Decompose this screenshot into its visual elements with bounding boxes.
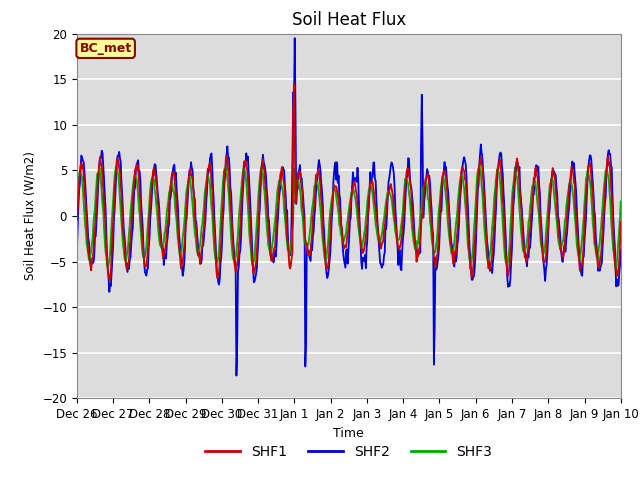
SHF1 [195,253,202,259]
SHF3 [83,240,90,246]
SHF3 [223,168,230,174]
SHF3 [73,203,81,208]
SHF1 [83,221,90,227]
SHF2 [223,151,230,157]
Legend: SHF1, SHF2, SHF3: SHF1, SHF2, SHF3 [200,439,498,465]
SHF1 [140,248,147,254]
SHF3 [431,249,438,255]
SHF2 [194,241,202,247]
SHF2 [617,247,625,253]
Line: SHF1: SHF1 [77,84,621,280]
SHF3 [139,252,147,257]
SHF1 [433,258,440,264]
SHF2 [433,267,440,273]
Line: SHF3: SHF3 [77,166,621,270]
SHF1 [417,237,424,242]
SHF1 [106,277,113,283]
SHF3 [415,230,422,236]
SHF1 [73,217,81,223]
SHF2 [291,35,298,41]
SHF3 [617,199,625,204]
SHF2 [417,249,424,255]
Title: Soil Heat Flux: Soil Heat Flux [292,11,406,29]
SHF1 [223,156,231,162]
SHF1 [290,81,298,86]
SHF3 [612,267,620,273]
SHF3 [194,251,202,256]
SHF2 [73,249,81,254]
Y-axis label: Soil Heat Flux (W/m2): Soil Heat Flux (W/m2) [24,152,36,280]
X-axis label: Time: Time [333,427,364,440]
SHF2 [83,207,90,213]
SHF2 [139,223,147,228]
SHF2 [232,373,240,379]
Line: SHF2: SHF2 [77,38,621,376]
Text: BC_met: BC_met [79,42,132,55]
SHF3 [476,163,483,169]
SHF1 [617,219,625,225]
